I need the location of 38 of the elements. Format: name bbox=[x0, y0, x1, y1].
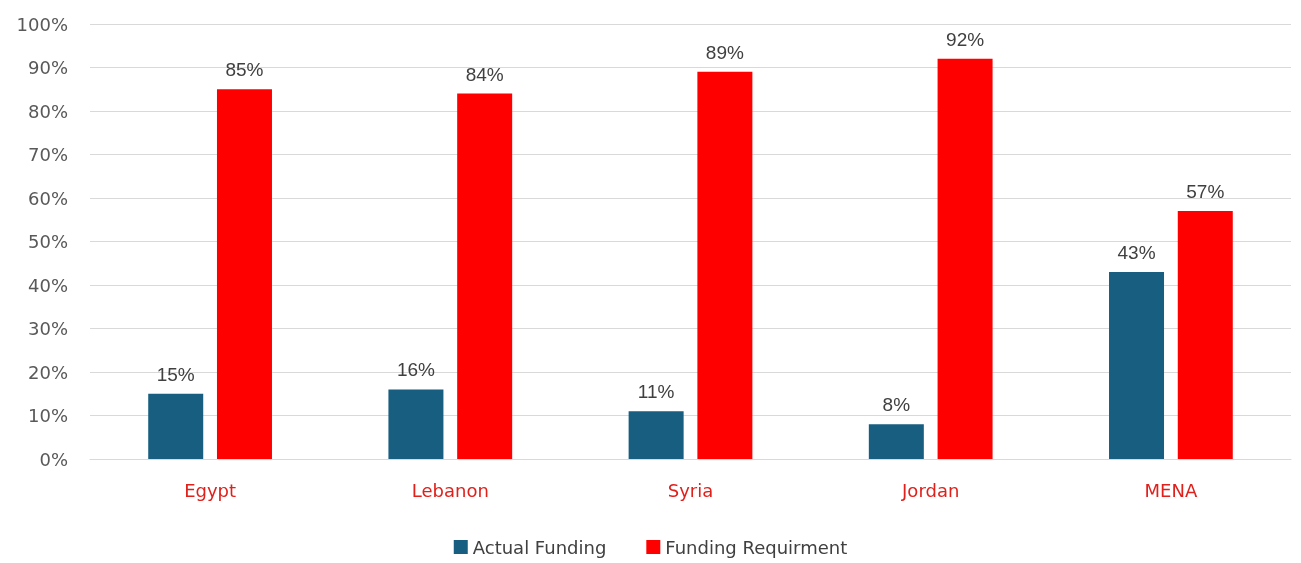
legend-label: Actual Funding bbox=[472, 536, 607, 558]
y-tick-label: 40% bbox=[27, 274, 68, 296]
data-label: 84% bbox=[465, 63, 504, 85]
data-label: 8% bbox=[882, 394, 911, 416]
bar bbox=[457, 93, 513, 459]
y-tick-label: 60% bbox=[27, 187, 68, 209]
data-label: 92% bbox=[946, 28, 985, 50]
y-tick-label: 0% bbox=[39, 448, 68, 470]
y-tick-label: 10% bbox=[27, 405, 68, 426]
y-tick-label: 20% bbox=[27, 361, 68, 383]
data-label: 85% bbox=[225, 59, 264, 81]
bar bbox=[388, 389, 444, 459]
data-label: 11% bbox=[637, 381, 675, 403]
bar bbox=[216, 89, 272, 459]
bar bbox=[628, 411, 684, 459]
bar bbox=[148, 393, 204, 459]
y-tick-label: 30% bbox=[27, 318, 68, 339]
x-tick-label: Lebanon bbox=[411, 479, 489, 501]
y-tick-label: 90% bbox=[27, 57, 68, 78]
bar bbox=[697, 71, 753, 459]
bar bbox=[1109, 271, 1165, 459]
y-tick-label: 100% bbox=[16, 13, 68, 35]
bar bbox=[1177, 211, 1233, 459]
x-tick-label: Egypt bbox=[184, 479, 237, 501]
y-tick-label: 50% bbox=[27, 231, 68, 252]
bar bbox=[868, 424, 924, 459]
data-label: 16% bbox=[396, 359, 436, 381]
y-tick-label: 80% bbox=[27, 100, 68, 122]
x-tick-label: Syria bbox=[667, 479, 714, 501]
y-tick-label: 70% bbox=[27, 144, 68, 165]
legend-label: Funding Requirment bbox=[665, 536, 848, 558]
x-tick-label: MENA bbox=[1144, 479, 1198, 501]
x-tick-label: Jordan bbox=[901, 479, 960, 501]
data-label: 57% bbox=[1186, 181, 1225, 203]
data-label: 43% bbox=[1117, 241, 1156, 263]
data-label: 15% bbox=[156, 363, 195, 385]
bar bbox=[937, 58, 993, 459]
data-label: 89% bbox=[705, 41, 744, 63]
